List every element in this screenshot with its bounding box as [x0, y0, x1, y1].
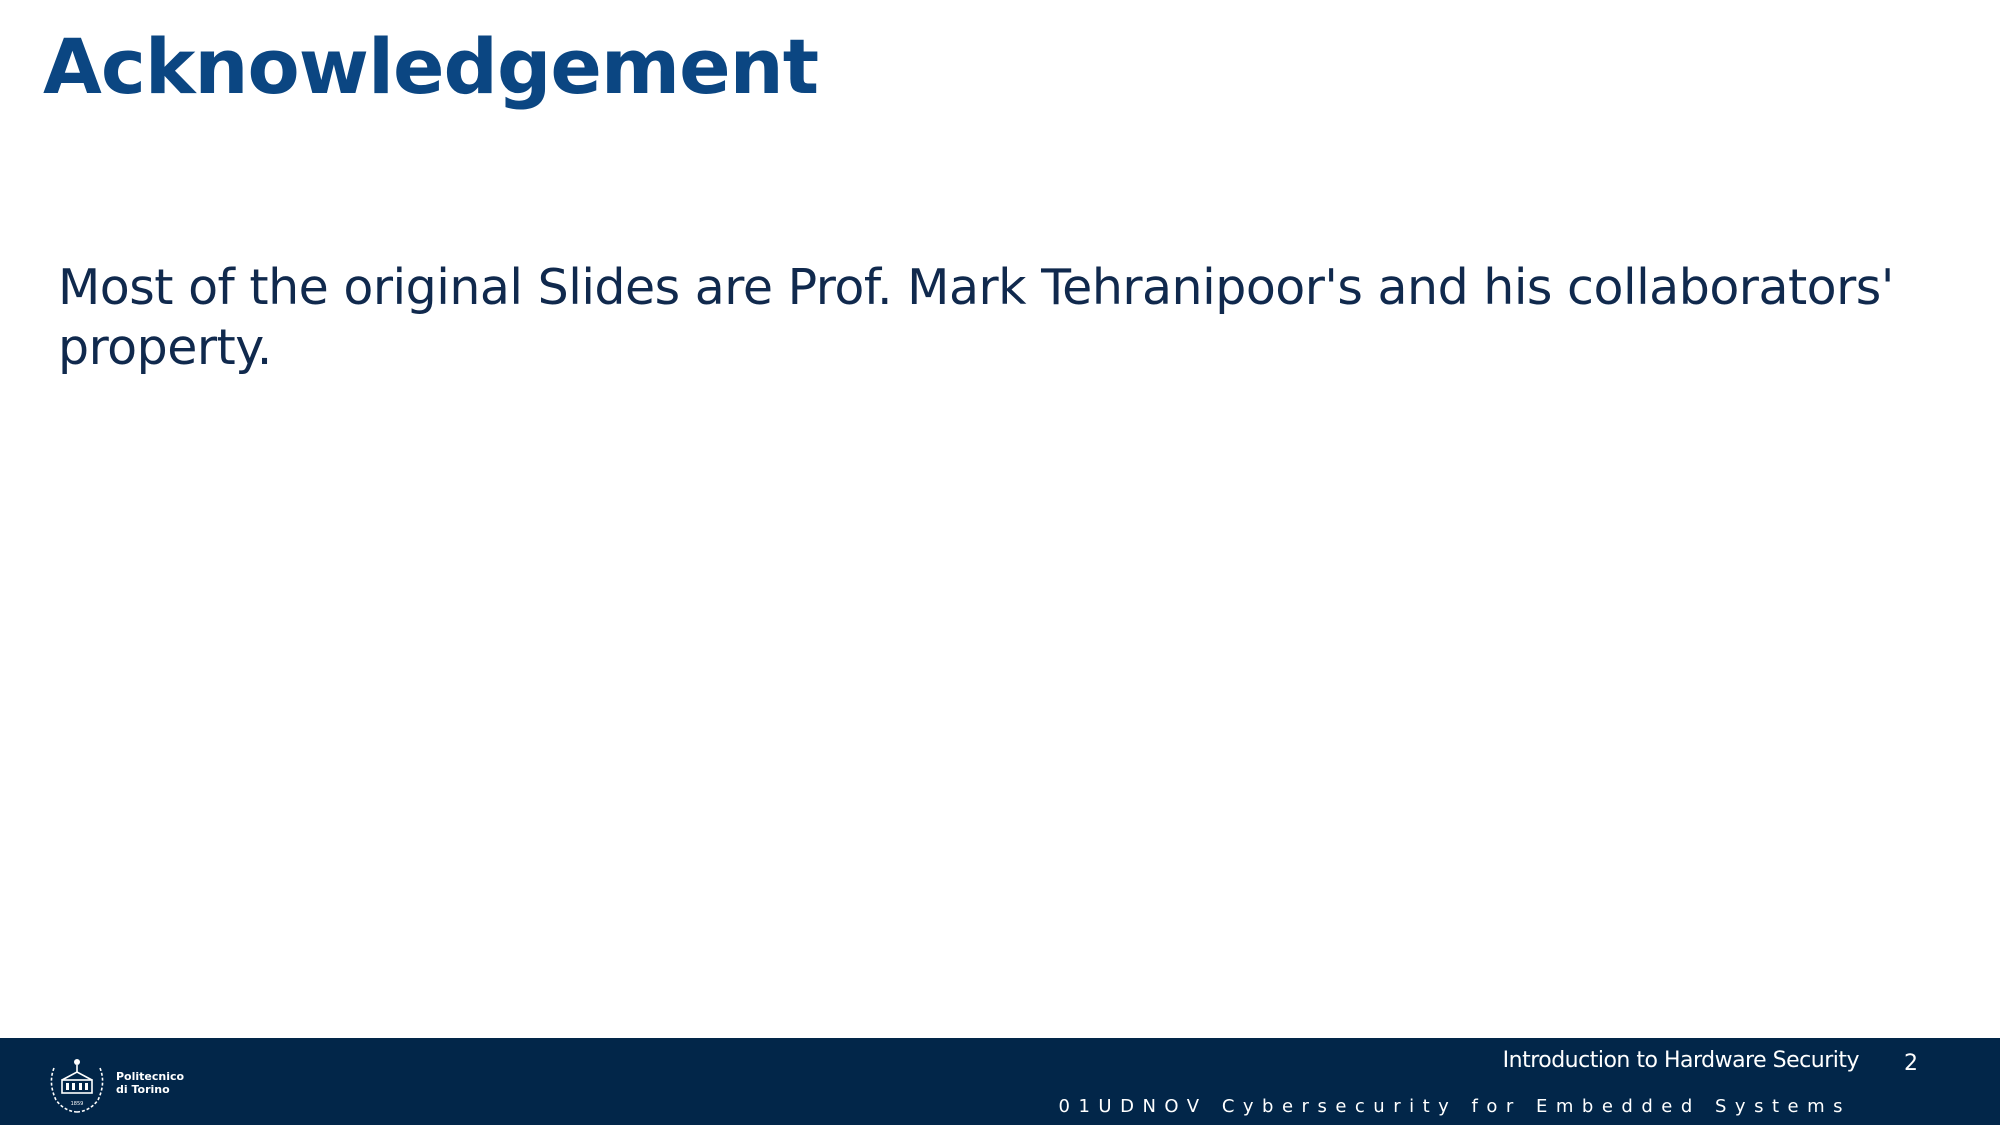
seal-year: 1859: [71, 1101, 84, 1107]
footer-course-code: 01UDNOV Cybersecurity for Embedded Syste…: [1058, 1096, 1851, 1117]
slide-footer: 1859 Politecnico di Torino Introduction …: [0, 1038, 2000, 1125]
page-number: 2: [1904, 1051, 1918, 1076]
footer-course-title: Introduction to Hardware Security: [1502, 1048, 1860, 1073]
logo-line-1: Politecnico: [116, 1070, 185, 1083]
logo-wordmark: Politecnico di Torino: [116, 1070, 184, 1096]
university-logo: 1859 Politecnico di Torino: [44, 1050, 194, 1116]
slide-body-text: Most of the original Slides are Prof. Ma…: [58, 259, 1894, 376]
slide-title: Acknowledgement: [43, 22, 819, 111]
logo-line-2: di Torino: [116, 1083, 170, 1096]
politecnico-seal-icon: 1859: [50, 1059, 104, 1113]
